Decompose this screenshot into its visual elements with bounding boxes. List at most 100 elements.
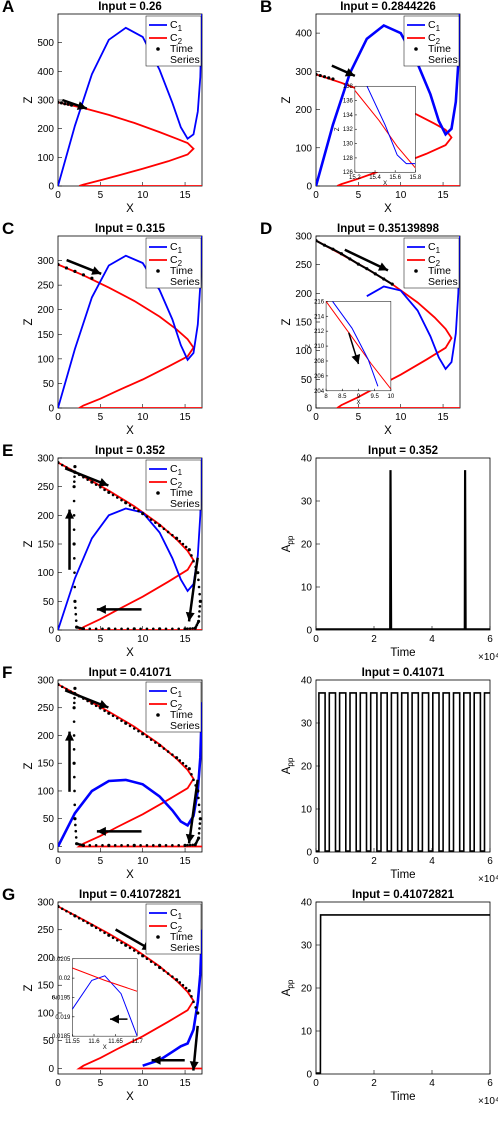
x-tick-label: 0 bbox=[55, 190, 61, 201]
inset-plot-area bbox=[354, 86, 416, 169]
x-axis-label: Time bbox=[390, 1091, 415, 1103]
x-tick-label: 6 bbox=[487, 1078, 493, 1089]
x-tick-label: 2 bbox=[371, 634, 377, 645]
y-axis-label: Z bbox=[23, 984, 35, 991]
time-series-point bbox=[128, 504, 132, 507]
panel-B: B Input = 0.2844226 0 5 10 15 0 100 200 300 400 X Z C… bbox=[260, 0, 461, 215]
time-series-point bbox=[191, 843, 194, 847]
time-series-point bbox=[72, 528, 76, 531]
time-series-point bbox=[58, 262, 60, 267]
time-series-point bbox=[151, 844, 155, 847]
panel-letter: F bbox=[2, 663, 12, 682]
x-axis-label: X bbox=[126, 425, 134, 437]
y-tick-label: 300 bbox=[37, 676, 54, 687]
time-series-point bbox=[166, 530, 170, 534]
time-series-point bbox=[141, 732, 145, 736]
plot-area bbox=[316, 914, 490, 1074]
x-tick-label: 0 bbox=[55, 412, 61, 423]
y-tick-label: 0.019 bbox=[55, 1015, 71, 1021]
x-axis-label: X bbox=[126, 869, 134, 881]
inset-y-label: Z bbox=[306, 344, 312, 348]
time-series-point bbox=[186, 843, 189, 847]
legend-ts-swatch bbox=[156, 935, 160, 939]
x-exponent-label: ×10⁴ bbox=[478, 874, 498, 885]
time-series-point bbox=[181, 542, 185, 546]
y-tick-label: 50 bbox=[43, 379, 55, 390]
panel-title: Input = 0.41072821 bbox=[352, 889, 455, 901]
time-series-point bbox=[178, 759, 182, 762]
y-tick-label: 250 bbox=[37, 925, 54, 936]
legend-ts-label: Time bbox=[428, 43, 451, 55]
time-series-point bbox=[72, 514, 76, 517]
time-series-point bbox=[72, 706, 76, 710]
y-tick-label: 210 bbox=[314, 344, 325, 350]
time-series-point bbox=[103, 709, 106, 713]
time-series-point bbox=[72, 720, 76, 723]
x-tick-label: 9.5 bbox=[371, 394, 380, 400]
y-axis-label: Z bbox=[23, 96, 35, 103]
time-series-point bbox=[196, 1011, 200, 1015]
x-tick-label: 15 bbox=[179, 190, 191, 201]
y-axis-label: Z bbox=[23, 540, 35, 547]
y-tick-label: 0 bbox=[48, 1064, 54, 1075]
y-tick-label: 0 bbox=[306, 404, 312, 415]
time-series-point bbox=[73, 686, 77, 690]
y-tick-label: 216 bbox=[314, 299, 325, 305]
inset-plot-area bbox=[72, 967, 138, 1037]
y-tick-label: 100 bbox=[295, 143, 312, 154]
y-tick-label: 200 bbox=[37, 124, 54, 135]
time-series-point bbox=[171, 533, 174, 537]
c1-curve bbox=[58, 236, 202, 408]
flow-arrow-head bbox=[151, 1055, 161, 1065]
time-series-point bbox=[190, 554, 193, 557]
time-series-point bbox=[171, 975, 174, 978]
time-series-point bbox=[198, 610, 201, 613]
x-axis-label: X bbox=[126, 203, 134, 215]
y-tick-label: 0.02 bbox=[59, 976, 71, 982]
time-series-point bbox=[192, 559, 195, 563]
y-tick-label: 214 bbox=[314, 314, 325, 320]
time-series-point bbox=[88, 844, 92, 847]
time-series-point bbox=[75, 625, 79, 629]
time-series-point bbox=[58, 100, 60, 104]
panel-title: Input = 0.41071 bbox=[89, 667, 172, 679]
y-tick-label: 150 bbox=[37, 981, 54, 992]
time-series-point bbox=[145, 515, 149, 518]
x-tick-label: 0 bbox=[313, 190, 319, 201]
x-tick-label: 0 bbox=[55, 1078, 61, 1089]
time-series-point bbox=[124, 721, 128, 725]
time-series-point bbox=[178, 539, 182, 543]
time-series-point bbox=[120, 719, 123, 723]
flow-arrow-head bbox=[96, 604, 106, 614]
y-tick-label: 0 bbox=[48, 182, 54, 193]
x-tick-label: 10 bbox=[137, 856, 149, 867]
time-series-point bbox=[60, 463, 64, 467]
y-tick-label: 10 bbox=[301, 583, 313, 594]
legend-ts-label: Time bbox=[170, 43, 193, 55]
time-series-point bbox=[74, 823, 77, 827]
x-tick-label: 15.4 bbox=[369, 175, 381, 181]
y-tick-label: 0 bbox=[306, 848, 312, 859]
y-tick-label: 200 bbox=[295, 289, 312, 300]
c1-curve bbox=[58, 14, 202, 186]
x-tick-label: 5 bbox=[356, 190, 362, 201]
legend-ts-swatch bbox=[156, 47, 160, 51]
time-series-point bbox=[158, 843, 162, 847]
time-series-point bbox=[171, 753, 174, 756]
x-tick-label: 11.7 bbox=[132, 1039, 144, 1045]
time-series-point bbox=[73, 599, 77, 603]
time-series-point bbox=[197, 796, 200, 800]
x-tick-label: 10 bbox=[388, 394, 395, 400]
time-series-point bbox=[65, 909, 68, 913]
y-axis-label: Z bbox=[23, 318, 35, 325]
x-axis-label: Time bbox=[390, 647, 415, 659]
time-series-point bbox=[193, 843, 197, 847]
y-axis-label: App bbox=[281, 535, 295, 552]
time-series-point bbox=[60, 685, 64, 689]
plot-area bbox=[316, 236, 460, 408]
inset-x-label: X bbox=[383, 181, 387, 187]
flow-arrow-head bbox=[96, 826, 106, 836]
y-axis-label: Z bbox=[281, 318, 293, 325]
time-series-point bbox=[184, 764, 188, 768]
